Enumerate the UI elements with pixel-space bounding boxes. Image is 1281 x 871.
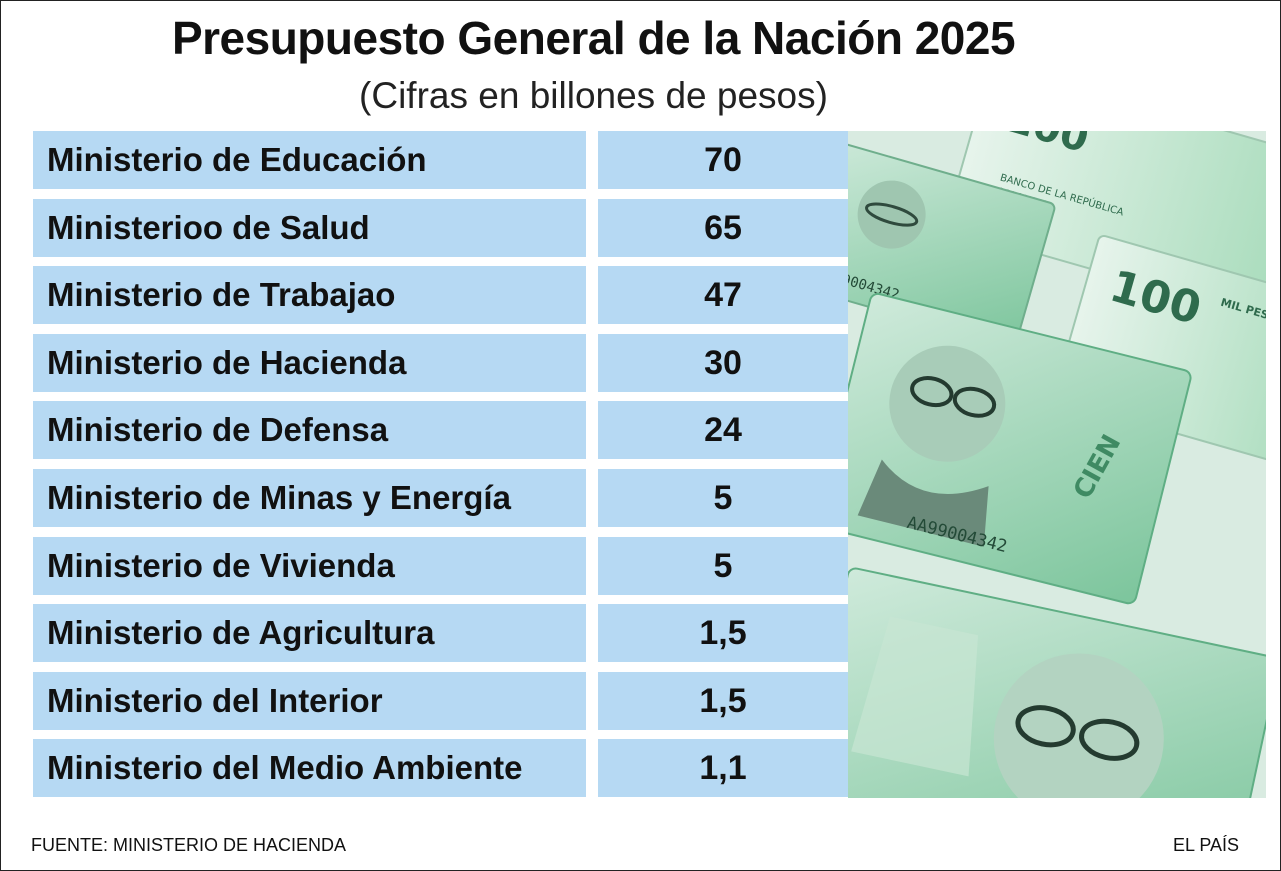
row-value: 5 (598, 469, 848, 527)
banknotes-illustration: 100 BANCO DE LA REPÚBLICA COLOMBIA AA990… (848, 131, 1266, 798)
source-note: FUENTE: MINISTERIO DE HACIENDA (31, 835, 347, 855)
row-value: 30 (598, 334, 848, 392)
row-value: 1,5 (598, 604, 848, 662)
row-label: Ministerio de Educación (33, 131, 586, 189)
publisher-credit: EL PAÍS (1172, 835, 1240, 855)
row-label: Ministerio de Vivienda (33, 537, 586, 595)
row-value: 5 (598, 537, 848, 595)
row-label: Ministerio de Minas y Energía (33, 469, 586, 527)
row-label: Ministerio del Interior (33, 672, 586, 730)
row-label: Ministerio del Medio Ambiente (33, 739, 586, 797)
row-label: Ministerioo de Salud (33, 199, 586, 257)
row-label: Ministerio de Hacienda (33, 334, 586, 392)
banknotes-image: 100 BANCO DE LA REPÚBLICA COLOMBIA AA990… (848, 131, 1266, 798)
row-value: 24 (598, 401, 848, 459)
row-value: 47 (598, 266, 848, 324)
row-label: Ministerio de Agricultura (33, 604, 586, 662)
row-label: Ministerio de Defensa (33, 401, 586, 459)
row-value: 1,5 (598, 672, 848, 730)
chart-subtitle: (Cifras en billones de pesos) (359, 75, 828, 116)
row-value: 1,1 (598, 739, 848, 797)
row-label: Ministerio de Trabajao (33, 266, 586, 324)
row-value: 70 (598, 131, 848, 189)
chart-title: Presupuesto General de la Nación 2025 (171, 12, 1016, 64)
row-value: 65 (598, 199, 848, 257)
